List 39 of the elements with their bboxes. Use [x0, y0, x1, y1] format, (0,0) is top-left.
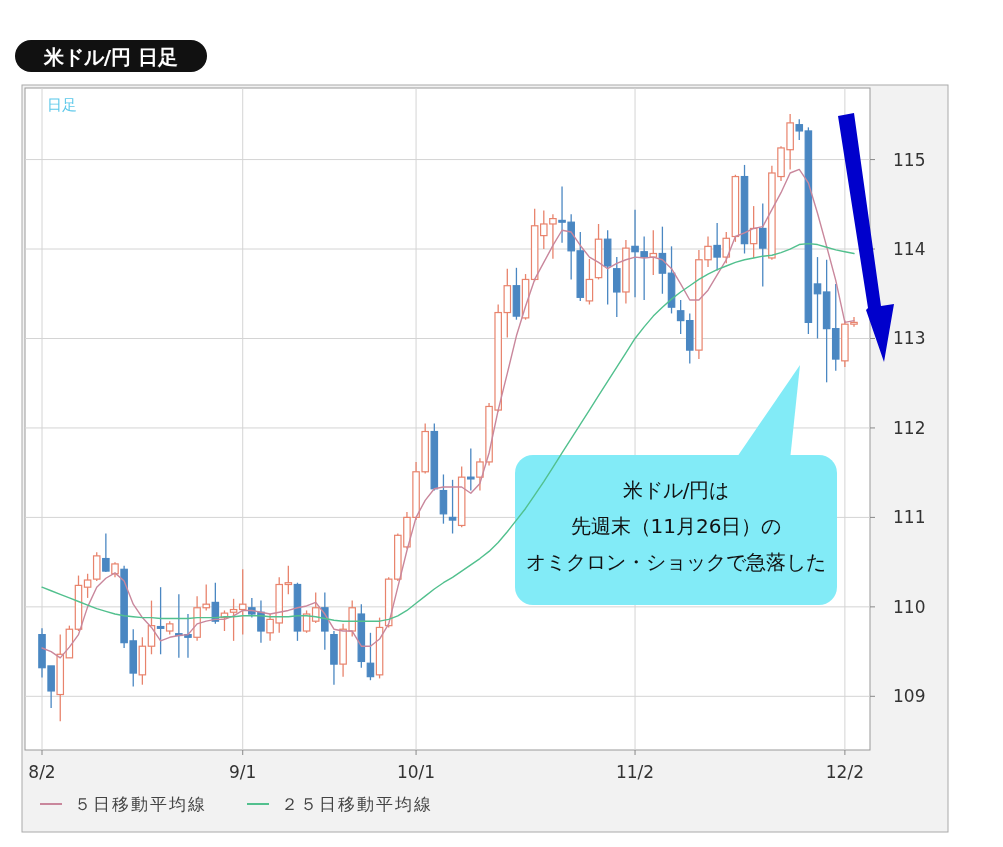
candlestick [612, 256, 621, 318]
legend-label: ２５日移動平均線 [281, 794, 433, 814]
x-tick-label: 12/2 [825, 762, 864, 782]
candlestick [676, 299, 685, 335]
annotation: オミクロン・ショックで急落した [526, 550, 826, 574]
candlestick [713, 222, 721, 272]
x-tick-label: 9/1 [229, 762, 257, 782]
candlestick [722, 231, 731, 264]
chart-title: 米ドル/円 日足 [42, 45, 179, 69]
x-tick-label: 10/1 [396, 762, 436, 782]
candlestick [758, 202, 767, 288]
candlestick [448, 479, 457, 535]
candlestick [467, 447, 475, 492]
candlestick [83, 573, 92, 599]
candlestick [102, 532, 110, 573]
annotation: 先週末（11月26日）の [570, 514, 782, 538]
annotation: 日足 [47, 96, 77, 114]
candlestick [813, 256, 822, 340]
candlestick [585, 258, 594, 306]
y-tick-label: 111 [893, 507, 926, 528]
candlestick [229, 598, 238, 642]
candlestick [156, 586, 165, 655]
candlestick [311, 591, 320, 624]
y-tick-label: 109 [893, 686, 926, 707]
x-tick-label: 11/2 [615, 762, 655, 782]
y-tick-label: 112 [893, 417, 926, 438]
x-tick-label: 8/2 [28, 762, 56, 782]
y-tick-label: 115 [893, 149, 926, 170]
candlestick [439, 473, 448, 525]
legend-label: ５日移動平均線 [74, 794, 207, 814]
candlestick [92, 551, 101, 582]
annotation: 米ドル/円は [622, 478, 730, 502]
candlestick [238, 568, 247, 636]
candlestick [795, 118, 804, 141]
candlestick [366, 632, 375, 681]
y-tick-label: 114 [893, 239, 926, 260]
y-tick-label: 110 [893, 596, 926, 617]
y-tick-label: 113 [893, 328, 926, 349]
title: 米ドル/円 日足 [15, 40, 207, 72]
